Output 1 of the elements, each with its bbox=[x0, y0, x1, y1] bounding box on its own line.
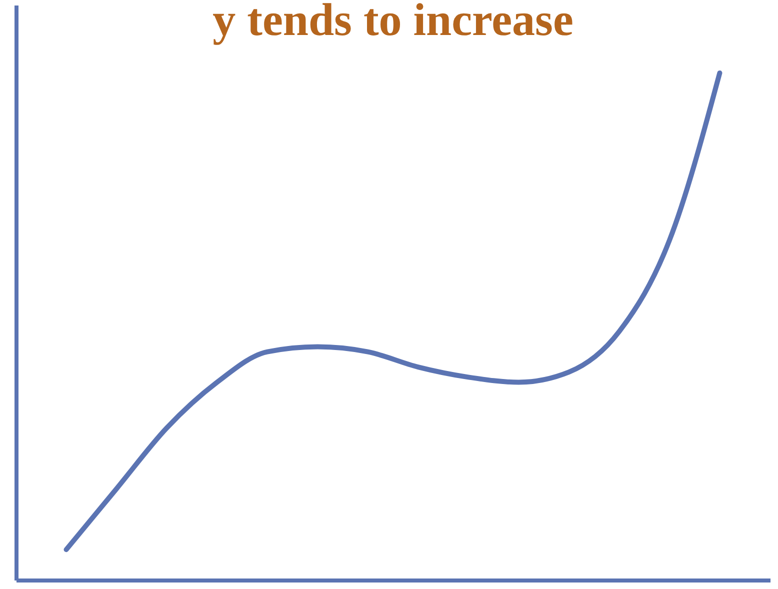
chart-title: y tends to increase bbox=[212, 0, 574, 45]
